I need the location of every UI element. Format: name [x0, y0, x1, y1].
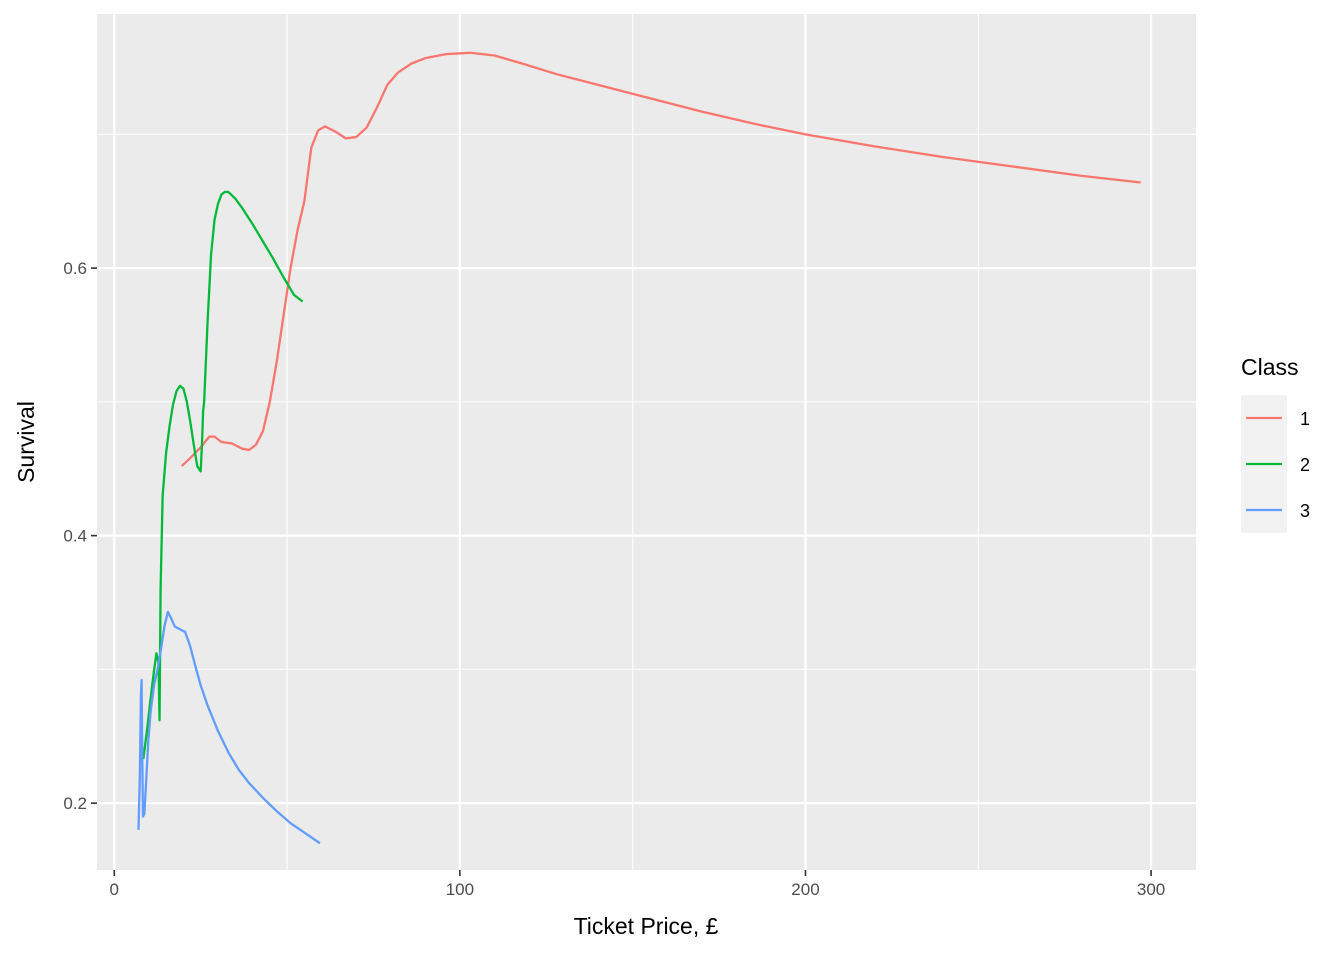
- series-line-class-1: [180, 51, 1141, 467]
- series-line-class-2: [142, 190, 304, 760]
- grid-minor: [97, 14, 1196, 870]
- y-axis: 0.2 0.4 0.6: [63, 259, 97, 813]
- legend-title: Class: [1241, 354, 1299, 380]
- x-tick-label: 0: [110, 880, 119, 899]
- plot-panel: [97, 14, 1196, 870]
- y-tick-label: 0.6: [63, 259, 87, 278]
- x-tick-label: 200: [791, 880, 819, 899]
- series-line-class-3: [137, 610, 321, 845]
- series-layer: [137, 51, 1141, 845]
- grid-major: [97, 14, 1196, 870]
- x-axis: 0 100 200 300: [110, 870, 1165, 899]
- x-tick-label: 300: [1137, 880, 1165, 899]
- y-tick-label: 0.4: [63, 527, 87, 546]
- x-tick-label: 100: [446, 880, 474, 899]
- legend-label-class-3: 3: [1300, 501, 1310, 521]
- legend-keys: 1 2 3: [1241, 395, 1310, 533]
- legend: Class 1 2 3: [1241, 354, 1310, 533]
- legend-label-class-2: 2: [1300, 455, 1310, 475]
- legend-label-class-1: 1: [1300, 409, 1310, 429]
- y-tick-label: 0.2: [63, 794, 87, 813]
- x-axis-title: Ticket Price, £: [574, 913, 719, 939]
- y-axis-title: Survival: [13, 401, 39, 483]
